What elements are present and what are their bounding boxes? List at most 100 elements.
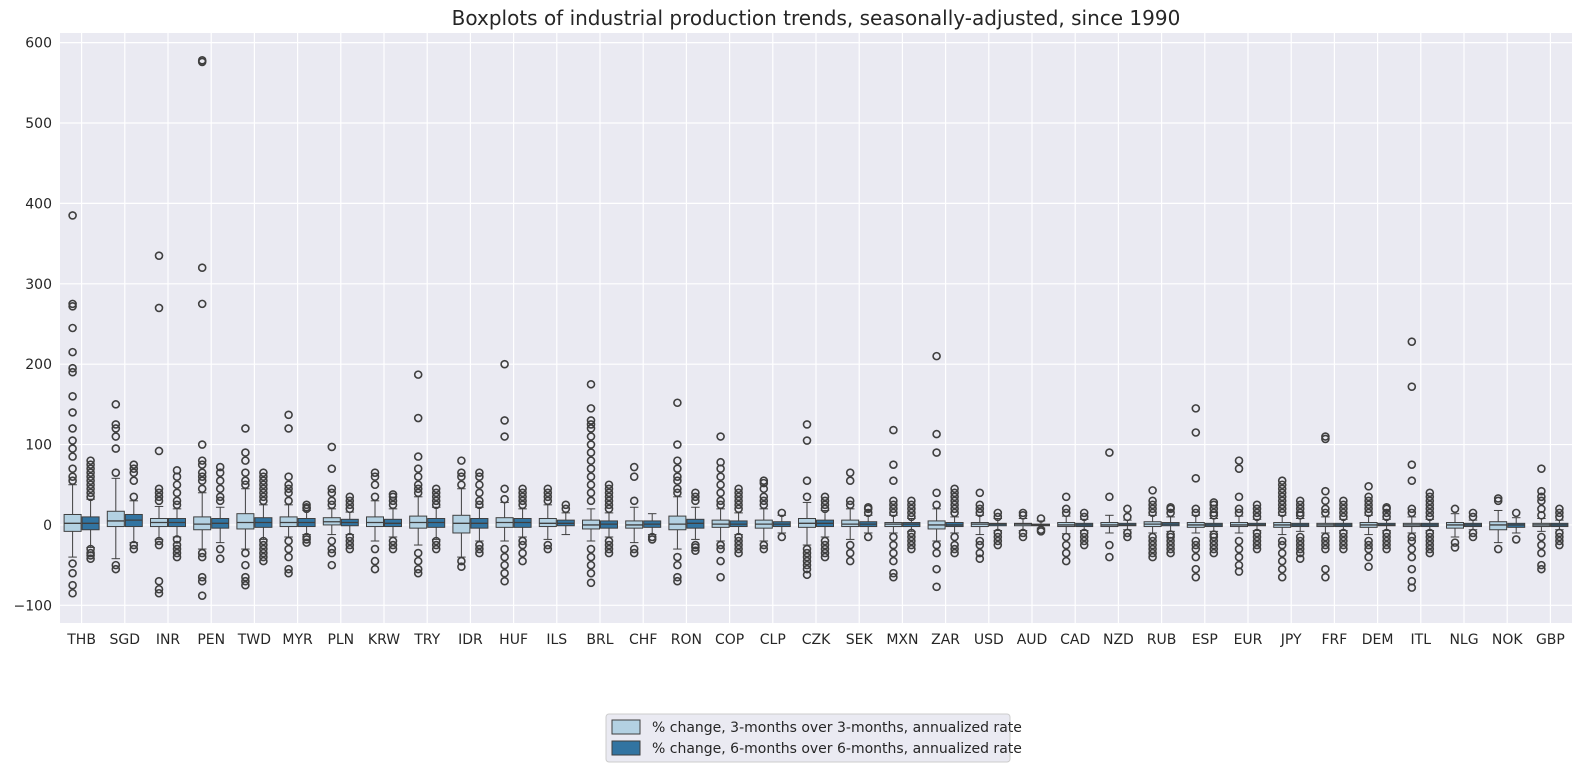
- x-tick-label: ZAR: [931, 632, 960, 648]
- outlier-point: [604, 540, 614, 550]
- outlier-point: [691, 488, 700, 498]
- outlier-point: [172, 548, 182, 558]
- box-USD-3m: [970, 488, 989, 563]
- outlier-point: [1234, 552, 1244, 562]
- outlier-point: [1123, 504, 1132, 514]
- box-RUB-6m: [1161, 502, 1180, 558]
- outlier-point: [1425, 492, 1435, 502]
- outlier-point: [345, 492, 355, 502]
- outlier-point: [1061, 508, 1071, 518]
- outlier-point: [241, 572, 250, 582]
- outlier-point: [86, 456, 95, 465]
- x-tick-label: ITL: [1411, 632, 1432, 648]
- outlier-point: [129, 492, 139, 502]
- outlier-point: [1537, 486, 1546, 496]
- outlier-point: [950, 508, 959, 518]
- outlier-point: [413, 484, 423, 494]
- outlier-point: [975, 536, 985, 546]
- outlier-point: [863, 532, 873, 542]
- outlier-point: [889, 572, 898, 582]
- outlier-point: [284, 496, 293, 506]
- outlier-point: [475, 488, 484, 498]
- outlier-point: [863, 508, 873, 518]
- outlier-point: [543, 540, 553, 550]
- box-PLN-6m: [340, 492, 359, 554]
- x-tick-label: MYR: [282, 632, 313, 648]
- outlier-point: [388, 500, 398, 510]
- outlier-point: [1537, 464, 1546, 473]
- outlier-point: [845, 500, 855, 510]
- outlier-point: [586, 440, 596, 449]
- outlier-point: [1382, 540, 1391, 550]
- outlier-point: [1277, 492, 1287, 502]
- outlier-point: [1339, 528, 1348, 538]
- outlier-point: [1148, 532, 1157, 542]
- outlier-point: [1277, 500, 1287, 510]
- box-INR-3m: [150, 251, 168, 598]
- outlier-point: [1382, 536, 1391, 546]
- outlier-point: [1191, 552, 1201, 562]
- outlier-point: [889, 504, 898, 514]
- outlier-point: [1537, 560, 1546, 570]
- outlier-point: [68, 363, 77, 373]
- outlier-point: [327, 544, 337, 554]
- outlier-point: [673, 456, 682, 465]
- outlier-point: [691, 546, 700, 555]
- outlier-point: [1166, 530, 1175, 539]
- outlier-point: [1252, 512, 1262, 522]
- outlier-point: [241, 560, 250, 570]
- outlier-point: [518, 556, 527, 566]
- box-MYR-6m: [297, 500, 316, 547]
- outlier-point: [518, 540, 527, 550]
- outlier-point: [259, 488, 268, 498]
- box-PEN-6m: [211, 462, 230, 563]
- outlier-point: [1277, 480, 1287, 490]
- outlier-point: [215, 484, 225, 494]
- outlier-point: [889, 532, 898, 542]
- outlier-point: [154, 446, 164, 456]
- outlier-point: [1339, 504, 1348, 514]
- legend-swatch-6m: [611, 740, 641, 756]
- outlier-point: [845, 548, 855, 558]
- outlier-point: [1191, 404, 1201, 413]
- box-KRW-6m: [384, 490, 402, 554]
- outlier-point: [629, 472, 639, 482]
- outlier-point: [673, 488, 682, 498]
- outlier-point: [1295, 540, 1305, 550]
- box-iqr: [279, 516, 298, 528]
- box-iqr: [1489, 521, 1508, 531]
- outlier-point: [172, 488, 182, 498]
- outlier-point: [1191, 572, 1201, 582]
- outlier-point: [845, 468, 855, 477]
- outlier-point: [215, 468, 225, 477]
- outlier-point: [500, 416, 509, 425]
- outlier-point: [673, 476, 682, 486]
- outlier-point: [1450, 543, 1460, 552]
- outlier-point: [284, 568, 293, 578]
- outlier-point: [1191, 508, 1201, 518]
- outlier-point: [716, 432, 725, 441]
- outlier-point: [1339, 496, 1348, 506]
- outlier-point: [111, 420, 121, 429]
- outlier-point: [950, 544, 959, 554]
- outlier-point: [129, 544, 139, 554]
- x-tick-label: COP: [715, 632, 744, 648]
- outlier-point: [543, 492, 553, 502]
- outlier-point: [1364, 482, 1373, 491]
- outlier-point: [716, 496, 725, 506]
- outlier-point: [457, 472, 466, 482]
- outlier-point: [932, 540, 941, 550]
- outlier-point: [629, 548, 639, 558]
- outlier-point: [302, 538, 311, 547]
- outlier-point: [1468, 508, 1478, 518]
- box-TRY-3m: [409, 370, 428, 578]
- box-ITL-6m: [1420, 488, 1439, 558]
- outlier-point: [691, 492, 700, 502]
- outlier-point: [241, 468, 250, 477]
- outlier-point: [1407, 337, 1417, 346]
- outlier-point: [129, 540, 139, 550]
- outlier-point: [759, 500, 769, 510]
- y-tick-label: 0: [43, 518, 52, 534]
- outlier-point: [1277, 484, 1287, 494]
- outlier-point: [561, 504, 571, 514]
